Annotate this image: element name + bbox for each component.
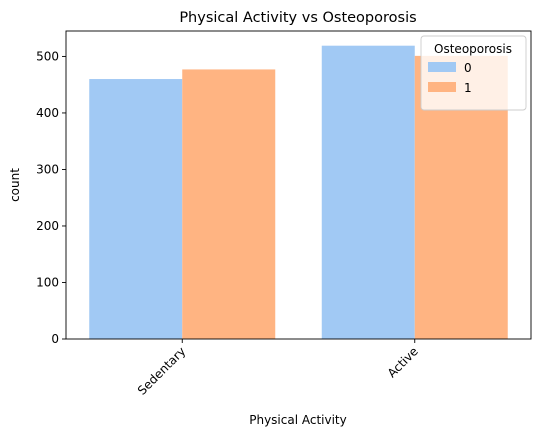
legend-title: Osteoporosis [434, 42, 512, 56]
x-axis: Sedentary Active [135, 339, 421, 398]
y-tick-label: 0 [51, 332, 59, 346]
legend: Osteoporosis 01 [420, 35, 527, 111]
chart-title: Physical Activity vs Osteoporosis [179, 10, 416, 26]
y-tick-label: 500 [36, 49, 59, 63]
y-tick-label: 100 [36, 275, 59, 289]
bar-active-osteoporosis-0 [321, 45, 415, 340]
y-axis-label: count [8, 168, 22, 202]
bar-sedentary-osteoporosis-1 [182, 69, 276, 340]
x-tick-label-active: Active [385, 344, 421, 380]
legend-swatch-1 [428, 82, 456, 92]
legend-swatch-0 [428, 62, 456, 72]
x-tick-label-sedentary: Sedentary [135, 344, 189, 398]
y-tick-label: 200 [36, 219, 59, 233]
plot-frame [65, 30, 532, 340]
y-axis: 0 100 200 300 400 500 [36, 49, 66, 346]
bar-sedentary-osteoporosis-0 [89, 79, 183, 340]
x-axis-label: Physical Activity [249, 413, 347, 427]
y-tick-label: 400 [36, 106, 59, 120]
y-tick-label: 300 [36, 162, 59, 176]
legend-label-1: 1 [464, 81, 472, 95]
legend-items: 01 [428, 61, 472, 95]
legend-label-0: 0 [464, 61, 472, 75]
